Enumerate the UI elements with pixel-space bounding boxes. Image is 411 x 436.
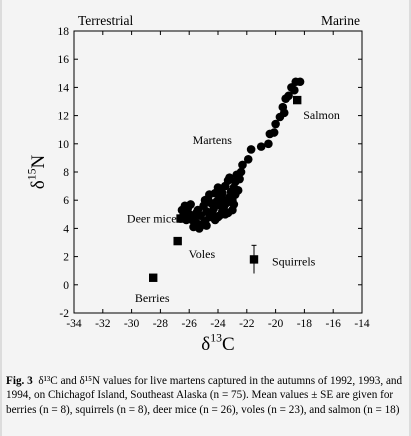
marten-point <box>271 119 280 129</box>
marten-point <box>235 174 244 184</box>
marten-point <box>202 221 211 230</box>
figure-label: Fig. 3 <box>6 375 33 387</box>
marten-point <box>200 195 210 205</box>
marten-point <box>265 129 275 139</box>
mean-square <box>293 95 302 105</box>
x-tick-label: -30 <box>124 318 140 330</box>
x-tick-label: -34 <box>66 318 82 330</box>
x-tick-label: -14 <box>354 318 370 330</box>
mean-square <box>149 273 158 282</box>
region-label-terrestrial: Terrestrial <box>78 13 134 28</box>
mean-label: Deer mice <box>127 212 177 226</box>
x-tick-label: -32 <box>95 318 111 330</box>
mean-label: Voles <box>189 247 216 261</box>
chart-labels: δ13C δ15N Terrestrial Marine Berries Voles Dee… <box>25 13 360 355</box>
figure-caption: Fig. 3 δ¹³C and δ¹⁵N values for live mar… <box>6 374 404 417</box>
y-tick-label: 18 <box>58 26 70 38</box>
series-label-martens: Martens <box>193 133 233 147</box>
marten-point <box>186 200 195 209</box>
scatter-chart: -34 -32 -30 -28 -26 -24 -22 -20 -18 -16 -14-202468… <box>25 13 370 355</box>
marten-point <box>243 155 253 164</box>
mean-label: Berries <box>135 291 170 305</box>
caption-text: δ¹³C and δ¹⁵N values for live martens ca… <box>6 375 403 416</box>
x-tick-label: -20 <box>268 318 284 330</box>
y-tick-label: 16 <box>58 54 70 66</box>
marten-point <box>246 145 256 154</box>
x-tick-label: -18 <box>297 318 313 330</box>
y-tick-label: 0 <box>63 280 69 292</box>
marten-point <box>287 83 296 92</box>
marten-point <box>238 160 247 170</box>
y-tick-label: -2 <box>59 308 69 320</box>
plot-frame <box>73 30 363 314</box>
marten-point <box>219 202 229 212</box>
marten-point <box>264 139 273 149</box>
y-tick-label: 6 <box>63 195 69 207</box>
marten-point <box>220 181 230 191</box>
marten-point <box>189 222 198 232</box>
chart-marks <box>149 77 305 282</box>
marten-point <box>275 112 285 122</box>
x-tick-label: -26 <box>182 318 198 330</box>
x-axis-title: δ13C <box>201 331 234 355</box>
y-tick-label: 8 <box>63 167 69 179</box>
axes: -34 -32 -30 -28 -26 -24 -22 -20 -18 -16 -14-202468… <box>58 26 370 330</box>
marten-point <box>225 173 234 182</box>
y-tick-label: 14 <box>58 82 70 94</box>
mean-label: Salmon <box>303 108 340 122</box>
y-tick-label: 10 <box>58 139 70 151</box>
x-tick-label: -28 <box>153 318 169 330</box>
marten-point <box>192 208 201 218</box>
x-tick-label: -22 <box>239 318 255 330</box>
mean-square <box>249 255 259 264</box>
x-tick-label: -16 <box>326 318 342 330</box>
region-label-marine: Marine <box>321 13 360 28</box>
mean-label: Squirrels <box>272 254 316 268</box>
mean-square <box>173 236 182 246</box>
y-tick-label: 12 <box>58 111 70 123</box>
marten-point <box>233 186 243 195</box>
marten-point <box>256 142 266 151</box>
y-axis-title: δ15N <box>25 155 49 190</box>
y-tick-label: 2 <box>63 252 69 264</box>
y-tick-label: 4 <box>63 223 69 235</box>
mean-square <box>176 214 185 223</box>
x-tick-label: -24 <box>210 318 226 330</box>
marten-point <box>281 94 290 103</box>
